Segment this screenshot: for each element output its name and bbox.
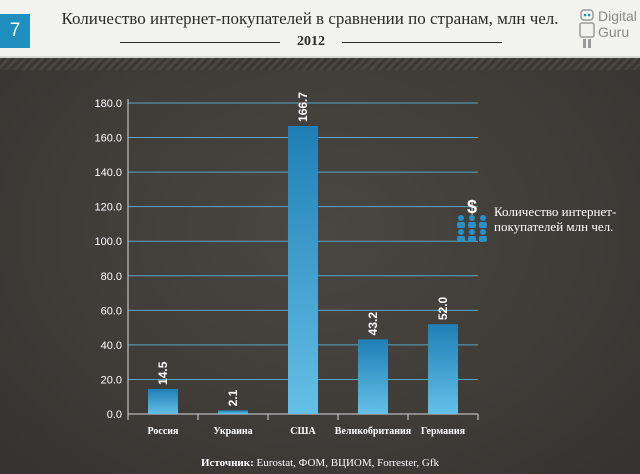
svg-text:$: $ [467, 197, 477, 217]
bar [288, 125, 318, 415]
header: 7 Количество интернет-покупателей в срав… [0, 0, 640, 58]
y-tick-label: 160.0 [94, 133, 122, 145]
logo-line-1: Digital [598, 8, 637, 24]
source-note: Источник: Eurostat, ФОМ, ВЦИОМ, Forreste… [0, 457, 640, 469]
data-label: 2.1 [226, 389, 240, 406]
page-subtitle: 2012 [297, 34, 325, 49]
y-tick-label: 100.0 [94, 236, 122, 248]
x-tick-label: Германия [421, 426, 466, 437]
y-tick-label: 180.0 [94, 98, 122, 110]
slide-number: 7 [0, 14, 30, 48]
y-tick-label: 120.0 [94, 202, 122, 214]
data-label: 166.7 [296, 92, 310, 122]
data-label: 52.0 [436, 296, 450, 320]
x-tick-label: Украина [213, 426, 252, 437]
data-label: 43.2 [366, 312, 380, 336]
y-tick-label: 80.0 [101, 271, 122, 283]
x-tick-label: Великобритания [335, 426, 412, 437]
logo: Digital Guru [576, 4, 637, 54]
bar [218, 410, 248, 414]
money-people-icon: $ [457, 197, 487, 242]
bar [358, 339, 388, 414]
x-tick-label: Россия [148, 426, 179, 437]
bar [428, 324, 458, 414]
header-stripes [0, 58, 640, 70]
legend: $ Количество интернет-покупателей млн че… [452, 196, 637, 250]
logo-text: Digital Guru [598, 8, 637, 40]
logo-line-2: Guru [598, 24, 630, 40]
subtitle-row: 2012 [60, 34, 560, 50]
y-tick-label: 20.0 [101, 374, 122, 386]
subtitle-rule-left [120, 42, 280, 43]
y-tick-label: 40.0 [101, 340, 122, 352]
page-title: Количество интернет-покупателей в сравне… [61, 9, 559, 28]
y-tick-label: 140.0 [94, 167, 122, 179]
source-label: Источник: [200, 457, 254, 469]
data-label: 14.5 [156, 361, 170, 385]
robot-logo-icon [579, 9, 595, 48]
legend-label: Количество интернет-покупателей млн чел. [494, 204, 617, 234]
source-text: Eurostat, ФОМ, ВЦИОМ, Forrester, Gfk [256, 457, 440, 469]
x-tick-label: США [290, 426, 316, 437]
bar [148, 388, 178, 414]
y-tick-label: 0.0 [107, 409, 122, 421]
y-tick-label: 60.0 [101, 305, 122, 317]
subtitle-rule-right [342, 42, 502, 43]
